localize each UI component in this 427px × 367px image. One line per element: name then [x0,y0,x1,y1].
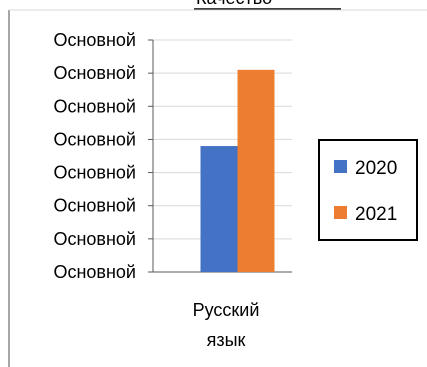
legend-swatch-2021 [334,206,347,219]
y-tick-label: Основной [53,229,136,249]
legend-box [318,139,418,241]
legend-label-2020: 2020 [355,158,397,179]
legend-label-2021: 2021 [355,204,397,225]
chart-title-cropped: Качество [196,0,272,8]
y-tick-labels: Основной Основной Основной Основной Основной… [53,30,136,282]
y-tick-label: Основной [53,63,136,83]
y-tick-label: Основной [53,129,136,149]
bars-layer [200,69,275,272]
y-tick-label: Основной [53,262,136,282]
y-tick-label: Основной [53,96,136,116]
x-category-labels: Русский язык [193,300,260,350]
x-category-label: язык [207,330,246,350]
legend: 2020 2021 [318,139,418,241]
y-tick-label: Основной [53,196,136,216]
legend-swatch-2020 [334,160,347,173]
bar-2021 [237,69,275,272]
y-tick-label: Основной [53,30,136,50]
x-category-label: Русский [193,300,260,320]
y-tick-label: Основной [53,163,136,183]
bar-2020 [200,146,238,272]
